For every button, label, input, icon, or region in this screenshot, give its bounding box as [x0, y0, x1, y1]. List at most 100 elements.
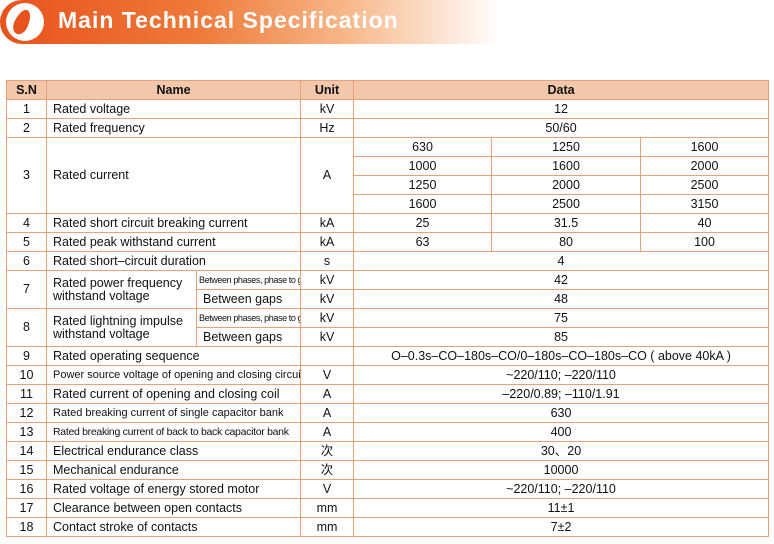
row-sn: 8: [6, 308, 47, 347]
row-unit: V: [300, 479, 355, 499]
row-data: 400: [353, 422, 770, 442]
row-unit: kV: [300, 270, 355, 290]
spec-table: S.N Name Unit Data 1 Rated voltage kV 12…: [6, 80, 770, 537]
row-name: Rated short circuit breaking current: [45, 213, 302, 233]
row-name: Rated peak withstand current: [45, 232, 302, 252]
row-unit: A: [300, 403, 355, 423]
row-sn: 5: [6, 232, 47, 252]
row-data: ~220/110; –220/110: [353, 365, 770, 385]
table-row: 5 Rated peak withstand current kA 63 80 …: [6, 232, 770, 252]
row-sn: 4: [6, 213, 47, 233]
row-sn: 3: [6, 137, 47, 214]
row-sn: 17: [6, 498, 47, 518]
table-row: 6 Rated short–circuit duration s 4: [6, 251, 770, 271]
sub-label: Between gaps: [195, 289, 302, 309]
row-unit: A: [300, 384, 355, 404]
table-row: 3 Rated current A 630 1250 1600: [6, 137, 770, 214]
row-sn: 11: [6, 384, 47, 404]
row-name: Rated power frequency withstand voltage: [46, 270, 197, 309]
row-name: Power source voltage of opening and clos…: [45, 365, 302, 385]
row-value: 100: [640, 232, 770, 252]
row-data: 48: [353, 289, 770, 309]
current-value: 2000: [491, 175, 642, 195]
row-name: Rated breaking current of back to back c…: [45, 422, 302, 442]
sub-label: Between gaps: [195, 327, 302, 347]
table-row: 2 Rated frequency Hz 50/60: [6, 118, 770, 138]
row-value: 25: [353, 213, 493, 233]
row-data: 10000: [353, 460, 770, 480]
row-sn: 2: [6, 118, 47, 138]
table-row: 4 Rated short circuit breaking current k…: [6, 213, 770, 233]
row-name: Rated lightning impulse withstand voltag…: [46, 308, 197, 347]
row-value: 31.5: [491, 213, 642, 233]
row-sn: 15: [6, 460, 47, 480]
row-sn: 6: [6, 251, 47, 271]
row-data: 85: [353, 327, 770, 347]
table-row: 13 Rated breaking current of back to bac…: [6, 422, 770, 442]
row-data: 30、20: [353, 441, 770, 461]
current-value: 2500: [491, 194, 642, 214]
title-banner: Main Technical Specification: [0, 0, 500, 44]
row-data: 11±1: [353, 498, 770, 518]
row-unit: s: [300, 251, 355, 271]
row-sn: 7: [6, 270, 47, 309]
row-sn: 13: [6, 422, 47, 442]
row-unit: kA: [300, 232, 355, 252]
table-row: 11 Rated current of opening and closing …: [6, 384, 770, 404]
row-data: 42: [353, 270, 770, 290]
table-row: Between gaps kV 85: [7, 327, 770, 347]
sub-label: Between phases, phase to ground: [195, 270, 302, 290]
row-unit: kV: [300, 327, 355, 347]
table-row: 16 Rated voltage of energy stored motor …: [6, 479, 770, 499]
row-unit: A: [300, 422, 355, 442]
row-name: Rated current of opening and closing coi…: [45, 384, 302, 404]
row-name: Rated frequency: [45, 118, 302, 138]
row-data: 12: [353, 99, 770, 119]
row-unit: 次: [300, 460, 355, 480]
row-name: Rated breaking current of single capacit…: [45, 403, 302, 423]
table-row: 10 Power source voltage of opening and c…: [6, 365, 770, 385]
current-value: 1600: [353, 194, 493, 214]
table-row: 18 Contact stroke of contacts mm 7±2: [6, 517, 770, 537]
row-name: Clearance between open contacts: [45, 498, 302, 518]
current-value: 1600: [640, 137, 770, 157]
current-value: 3150: [640, 194, 770, 214]
row-value: 40: [640, 213, 770, 233]
table-row: 15 Mechanical endurance 次 10000: [6, 460, 770, 480]
row-unit: kV: [300, 99, 355, 119]
row-sn: 12: [6, 403, 47, 423]
table-row: 14 Electrical endurance class 次 30、20: [6, 441, 770, 461]
current-value: 2000: [640, 156, 770, 176]
row-value: 80: [491, 232, 642, 252]
row-sn: 16: [6, 479, 47, 499]
page-title: Main Technical Specification: [58, 7, 399, 33]
row-unit: 次: [300, 441, 355, 461]
row-value: 63: [353, 232, 493, 252]
row-name: Electrical endurance class: [45, 441, 302, 461]
table-row: 8 Rated lightning impulse withstand volt…: [6, 308, 770, 347]
current-value: 2500: [640, 175, 770, 195]
row-name: Rated voltage of energy stored motor: [45, 479, 302, 499]
table-row: 7 Rated power frequency withstand voltag…: [6, 270, 770, 309]
current-value: 1000: [353, 156, 493, 176]
row-name: Rated voltage: [45, 99, 302, 119]
row-data: 7±2: [353, 517, 770, 537]
col-header-name: Name: [45, 80, 302, 100]
current-value: 1250: [491, 137, 642, 157]
table-row: 12 Rated breaking current of single capa…: [6, 403, 770, 423]
row-data: 630: [353, 403, 770, 423]
current-value: 630: [353, 137, 493, 157]
table-header-row: S.N Name Unit Data: [6, 80, 770, 100]
row-unit: V: [300, 365, 355, 385]
sub-label: Between phases, phase to ground: [195, 308, 302, 328]
row-unit: [300, 346, 355, 366]
row-unit: Hz: [300, 118, 355, 138]
col-header-data: Data: [353, 80, 770, 100]
col-header-unit: Unit: [300, 80, 355, 100]
row-data: ~220/110; –220/110: [353, 479, 770, 499]
row-sn: 18: [6, 517, 47, 537]
table-row: 1 Rated voltage kV 12: [6, 99, 770, 119]
row-data: 75: [353, 308, 770, 328]
table-row: 17 Clearance between open contacts mm 11…: [6, 498, 770, 518]
row-unit: mm: [300, 498, 355, 518]
